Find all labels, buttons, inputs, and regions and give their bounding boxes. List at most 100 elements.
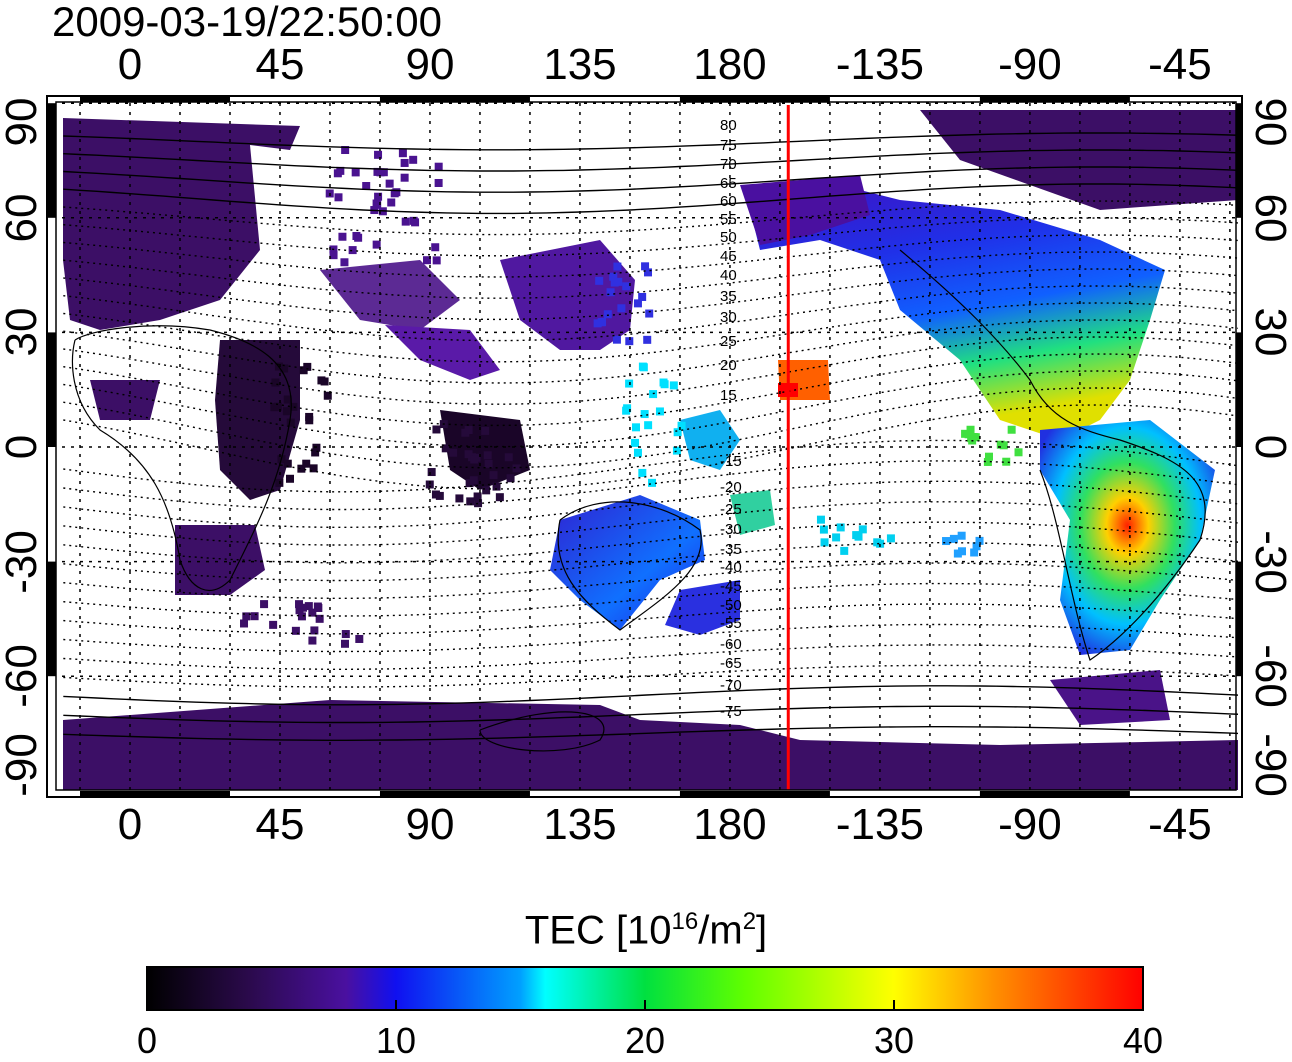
- frame-scale-bars: [48, 96, 1242, 797]
- tec-point: [942, 537, 951, 546]
- colorbar: [146, 966, 1144, 1011]
- tec-point: [434, 162, 443, 171]
- tec-point: [953, 549, 962, 558]
- tec-point: [638, 292, 647, 301]
- tec-point: [983, 457, 992, 466]
- x-tick-bottom: 0: [117, 800, 143, 849]
- tec-point: [482, 486, 491, 495]
- tec-point: [1014, 448, 1023, 457]
- contour-label: 25: [720, 333, 737, 350]
- tec-point: [374, 150, 383, 159]
- colorbar-title: TEC [1016/m2]: [0, 908, 1292, 953]
- tec-point: [832, 533, 841, 542]
- tec-point: [250, 612, 259, 621]
- tec-point: [352, 231, 361, 240]
- x-tick-bottom: 180: [693, 800, 767, 849]
- x-tick-top: -135: [835, 40, 924, 89]
- tec-region-europe: [63, 118, 300, 330]
- contour-mlat: [63, 251, 1238, 299]
- contour-label: -35: [720, 541, 742, 558]
- contour-label: -75: [720, 703, 742, 720]
- contour-label: 30: [720, 309, 737, 326]
- tec-region-north-america: [745, 180, 1165, 440]
- contour-label: -65: [720, 655, 742, 672]
- colorbar-tick-label: 40: [1122, 1020, 1164, 1061]
- tec-point: [431, 243, 440, 252]
- tec-point: [409, 155, 418, 164]
- tec-point: [441, 444, 450, 453]
- y-tick-right: 60: [1246, 193, 1292, 243]
- tec-point: [677, 421, 686, 430]
- tec-point: [434, 178, 443, 187]
- tec-point: [336, 166, 345, 175]
- frame-bar: [80, 96, 230, 102]
- frame-bar: [80, 791, 230, 797]
- tec-point: [385, 179, 394, 188]
- colorbar-title-main: TEC [10: [524, 908, 672, 953]
- contour-mlat: [63, 480, 1238, 528]
- contour-mlat: [63, 705, 1238, 724]
- frame-bar: [1236, 561, 1242, 677]
- tec-point: [355, 634, 364, 643]
- contour-mlat: [63, 460, 1238, 511]
- contour-mlat: [63, 268, 1238, 321]
- contour-label: -15: [720, 453, 742, 470]
- tec-point: [240, 619, 249, 628]
- tec-point: [362, 182, 371, 191]
- tec-region-antarctic-peninsula: [1050, 670, 1170, 725]
- tec-point: [984, 452, 993, 461]
- tec-point: [816, 515, 825, 524]
- tec-point: [504, 453, 513, 462]
- contour-mlat: [63, 302, 1238, 363]
- y-tick-left: 90: [0, 97, 46, 147]
- tec-point: [820, 538, 829, 547]
- tec-point: [425, 480, 434, 489]
- coastlines: [71, 249, 1206, 752]
- x-tick-top: -90: [998, 40, 1062, 89]
- tec-point: [400, 158, 409, 167]
- tec-point: [374, 192, 383, 201]
- tec-point: [398, 149, 407, 158]
- tec-point: [610, 278, 619, 287]
- tec-point: [598, 317, 607, 326]
- tec-point: [297, 612, 306, 621]
- tec-point: [283, 395, 292, 404]
- tec-point: [313, 602, 322, 611]
- tec-region-south-africa: [175, 525, 265, 595]
- tec-point: [975, 536, 984, 545]
- tec-point: [669, 381, 678, 390]
- y-tick-right: 30: [1246, 307, 1292, 357]
- tec-point: [310, 626, 319, 635]
- frame-bar: [679, 96, 830, 102]
- tec-point: [506, 474, 515, 483]
- y-tick-left: -90: [0, 733, 46, 797]
- tec-point: [836, 523, 845, 532]
- tec-region-north-asia: [320, 260, 460, 330]
- magnetic-latitude-contours: [63, 132, 1238, 741]
- tec-point: [295, 600, 304, 609]
- tec-region-greenland: [920, 110, 1238, 210]
- contour-mlat: [63, 285, 1238, 342]
- contour-mlat: [63, 319, 1238, 384]
- y-tick-right: -90: [1246, 733, 1292, 797]
- tec-region-alaska: [740, 175, 870, 245]
- tec-point: [644, 421, 653, 430]
- y-tick-left: -30: [0, 529, 46, 594]
- tec-point: [622, 406, 631, 415]
- tec-point: [972, 542, 981, 551]
- contour-label: 60: [720, 193, 737, 210]
- tec-point: [957, 547, 966, 556]
- tec-point: [603, 310, 612, 319]
- tec-point: [852, 531, 861, 540]
- tec-region-new-zealand: [665, 580, 740, 635]
- contour-label: 45: [720, 248, 737, 265]
- contour-label: 80: [720, 117, 737, 134]
- tec-point: [492, 482, 501, 491]
- tec-point: [340, 639, 349, 648]
- contour-mlat: [63, 439, 1238, 493]
- tec-point: [660, 380, 669, 389]
- tec-point: [329, 251, 338, 260]
- contour-mlat: [63, 644, 1238, 670]
- contour-mlat: [63, 234, 1238, 278]
- y-tick-left: 30: [0, 307, 46, 357]
